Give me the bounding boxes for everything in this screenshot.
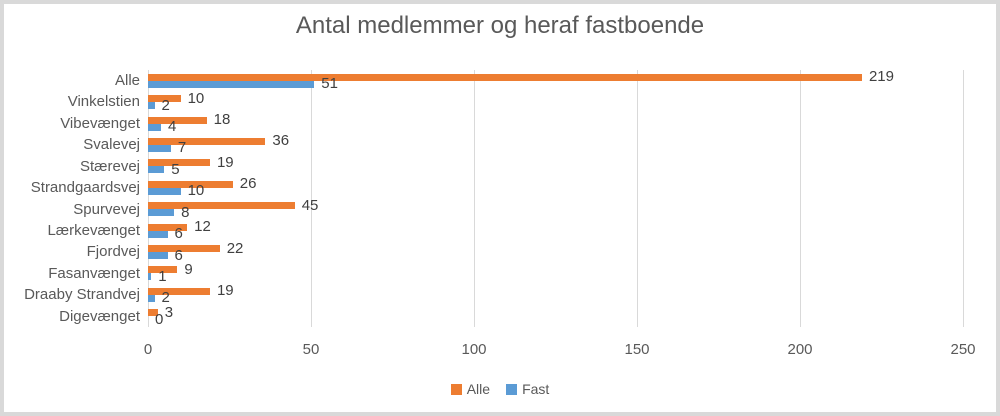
- bar-fast: [148, 187, 181, 195]
- legend-label: Fast: [522, 381, 550, 397]
- legend-swatch-icon: [450, 383, 462, 395]
- data-label-alle: 26: [239, 175, 257, 193]
- bar-fast: [148, 273, 152, 281]
- category-label: Lærkevænget: [47, 221, 140, 239]
- data-label-fast: 7: [177, 139, 187, 157]
- bar-alle: [148, 223, 188, 231]
- data-label-fast: 51: [321, 75, 338, 93]
- gridline: [800, 70, 801, 327]
- category-label: Alle: [114, 72, 140, 89]
- chart-legend: Alle Fast: [0, 381, 1000, 397]
- bar-fast: [148, 166, 165, 174]
- bar-alle: [148, 73, 862, 81]
- data-label-alle: 9: [184, 260, 193, 278]
- bar-alle: [148, 287, 210, 295]
- bar-fast: [148, 230, 168, 238]
- x-axis-tick-label: 100: [461, 341, 487, 358]
- data-label-fast: 10: [187, 182, 205, 200]
- category-label: Vibevænget: [60, 114, 140, 132]
- data-label-fast: 4: [168, 118, 177, 136]
- data-label-fast: 0: [155, 310, 164, 328]
- bar-alle: [148, 245, 220, 253]
- category-label: Stærevej: [79, 157, 140, 175]
- category-label: Digevænget: [59, 307, 140, 325]
- x-axis-tick-label: 250: [950, 341, 976, 358]
- gridline: [148, 70, 149, 327]
- category-label: Vinkelstien: [67, 93, 140, 111]
- category-label: Spurvevej: [73, 200, 140, 218]
- legend-label: Alle: [466, 381, 491, 397]
- data-label-alle: 219: [868, 68, 894, 86]
- legend-item-alle: Alle: [450, 381, 491, 397]
- data-label-fast: 2: [161, 96, 170, 114]
- data-label-alle: 3: [164, 303, 174, 321]
- category-label: Draaby Strandvej: [24, 286, 140, 304]
- data-label-fast: 6: [174, 246, 183, 264]
- bar-alle: [148, 95, 181, 103]
- data-label-fast: 8: [181, 203, 190, 221]
- data-label-fast: 1: [158, 267, 167, 285]
- x-axis-tick-label: 200: [787, 341, 813, 358]
- bar-fast: [148, 80, 315, 88]
- data-label-alle: 19: [216, 282, 234, 300]
- legend-swatch-icon: [506, 383, 518, 395]
- category-label: Svalevej: [83, 136, 140, 154]
- bar-alle: [148, 180, 233, 188]
- gridline: [474, 70, 475, 327]
- bar-alle: [148, 266, 178, 274]
- gridline: [311, 70, 312, 327]
- bar-fast: [148, 123, 162, 131]
- x-axis-tick-label: 0: [143, 341, 153, 358]
- gridline: [963, 70, 964, 327]
- data-label-alle: 45: [301, 196, 319, 214]
- bar-alle: [148, 116, 207, 124]
- data-label-fast: 2: [161, 289, 170, 307]
- bar-fast: [148, 102, 155, 110]
- gridline: [637, 70, 638, 327]
- data-label-alle: 22: [226, 239, 244, 257]
- x-axis-tick-label: 50: [302, 341, 320, 358]
- x-axis-tick-label: 150: [624, 341, 650, 358]
- bar-fast: [148, 209, 175, 217]
- data-label-alle: 19: [216, 153, 234, 171]
- bar-alle: [148, 159, 210, 167]
- category-label: Fasanvænget: [48, 264, 140, 282]
- data-label-alle: 36: [272, 132, 290, 150]
- category-label: Fjordvej: [86, 243, 140, 261]
- data-label-fast: 5: [171, 160, 180, 178]
- legend-item-fast: Fast: [506, 381, 549, 397]
- bar-fast: [148, 294, 155, 302]
- bar-fast: [148, 144, 171, 152]
- data-label-alle: 10: [187, 89, 205, 107]
- bar-fast: [148, 252, 168, 260]
- chart-title: Antal medlemmer og heraf fastboende: [295, 12, 705, 39]
- data-label-alle: 12: [194, 218, 211, 236]
- bar-alle: [148, 202, 295, 210]
- data-label-fast: 6: [174, 225, 183, 243]
- category-label: Strandgaardsvej: [30, 179, 140, 197]
- bar-alle: [148, 309, 158, 317]
- bar-alle: [148, 137, 266, 145]
- data-label-alle: 18: [213, 111, 231, 129]
